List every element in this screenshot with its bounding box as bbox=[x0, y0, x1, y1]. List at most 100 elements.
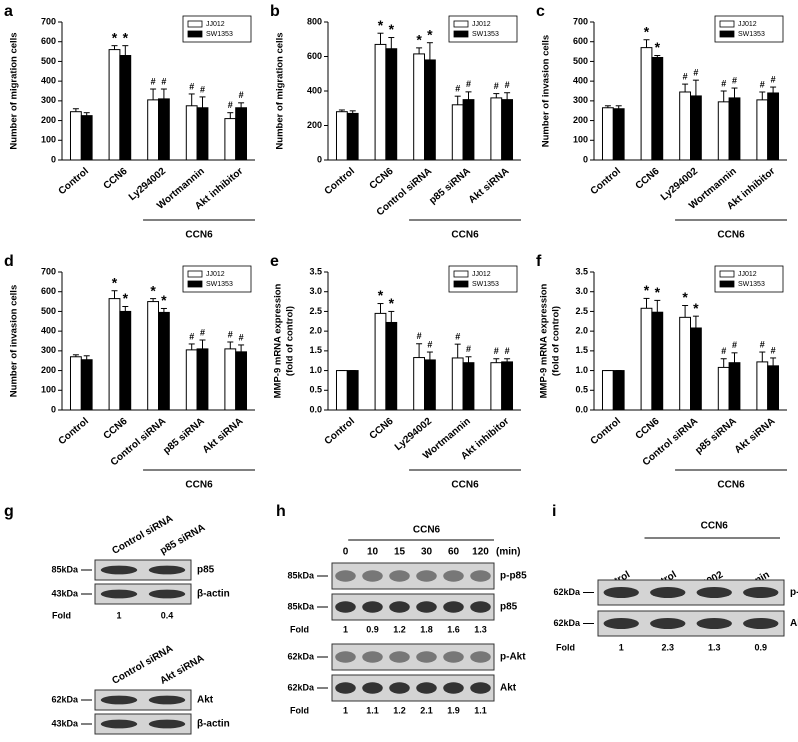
protein-label: Akt bbox=[790, 618, 798, 629]
legend-swatch bbox=[187, 280, 203, 288]
legend-swatch bbox=[453, 270, 469, 278]
significance-mark: # bbox=[228, 329, 233, 339]
blot-band bbox=[650, 587, 686, 598]
y-tick-label: 300 bbox=[41, 345, 56, 355]
y-tick-label: 0.5 bbox=[309, 385, 322, 395]
x-tick-label: CCN6 bbox=[102, 166, 130, 192]
bar bbox=[185, 105, 198, 161]
blot-band bbox=[416, 601, 437, 613]
bar bbox=[601, 107, 614, 161]
blot-band bbox=[389, 651, 410, 663]
protein-label: Akt bbox=[197, 695, 214, 706]
legend-label: JJ012 bbox=[472, 271, 491, 278]
blot-band bbox=[100, 589, 138, 599]
blot-band bbox=[148, 589, 186, 599]
legend-swatch bbox=[187, 20, 203, 28]
legend-box bbox=[448, 265, 518, 293]
blot-band bbox=[470, 601, 491, 613]
bar bbox=[601, 370, 614, 411]
blot-band bbox=[362, 601, 383, 613]
mw-label: 43kDa bbox=[51, 718, 79, 728]
fold-value: 1 bbox=[116, 610, 121, 620]
significance-mark: # bbox=[427, 339, 432, 349]
y-tick-label: 200 bbox=[41, 365, 56, 375]
protein-label: p-Akt bbox=[500, 652, 526, 663]
fold-value: 1.9 bbox=[447, 705, 460, 715]
significance-mark: * bbox=[655, 284, 661, 300]
legend-box bbox=[448, 15, 518, 43]
fold-value: 1 bbox=[343, 705, 348, 715]
significance-mark: * bbox=[427, 26, 433, 42]
x-tick-label: CCN6 bbox=[368, 416, 396, 442]
y-tick-label: 500 bbox=[41, 306, 56, 316]
y-tick-label: 3.5 bbox=[309, 266, 322, 276]
y-tick-label: 2.5 bbox=[575, 306, 588, 316]
legend-label: SW1353 bbox=[206, 281, 233, 288]
bar bbox=[235, 107, 248, 161]
y-tick-label: 0 bbox=[583, 154, 588, 164]
legend-swatch bbox=[187, 270, 203, 278]
treatment-label: CCN6 bbox=[413, 525, 441, 536]
x-tick-label: CCN6 bbox=[634, 416, 662, 442]
bar bbox=[767, 92, 780, 161]
bar bbox=[158, 311, 170, 411]
significance-mark: * bbox=[123, 290, 129, 306]
fold-label: Fold bbox=[556, 642, 575, 652]
y-tick-label: 400 bbox=[573, 76, 588, 86]
blot-band bbox=[362, 570, 383, 582]
x-tick-label: CCN6 bbox=[368, 166, 396, 192]
y-tick-label: 200 bbox=[573, 115, 588, 125]
legend-box bbox=[182, 265, 252, 293]
mw-label: 85kDa bbox=[287, 601, 315, 611]
fold-value: 0.9 bbox=[754, 642, 767, 652]
blot-band bbox=[416, 682, 437, 694]
y-tick-label: 100 bbox=[41, 385, 56, 395]
panel-label: g bbox=[4, 503, 14, 520]
significance-mark: # bbox=[505, 346, 510, 356]
bar bbox=[767, 365, 780, 411]
x-tick-label: Control bbox=[323, 166, 357, 197]
protein-label: p85 bbox=[500, 602, 518, 613]
blot-band bbox=[416, 570, 437, 582]
panel-label: d bbox=[4, 253, 14, 270]
blot-band bbox=[470, 570, 491, 582]
fold-label: Fold bbox=[52, 610, 71, 620]
blot-band bbox=[470, 651, 491, 663]
bar bbox=[185, 349, 198, 411]
bar bbox=[235, 351, 248, 411]
protein-label: p85 bbox=[197, 565, 215, 576]
legend-swatch bbox=[453, 280, 469, 288]
y-tick-label: 200 bbox=[307, 120, 322, 130]
y-axis-label: MMP-9 mRNA expression bbox=[273, 283, 284, 398]
x-tick-label: p85 siRNA bbox=[427, 166, 472, 207]
y-tick-label: 600 bbox=[41, 286, 56, 296]
bar bbox=[147, 99, 160, 161]
bar bbox=[335, 111, 348, 161]
significance-mark: * bbox=[123, 29, 129, 45]
bar bbox=[413, 357, 425, 411]
panel-label: f bbox=[536, 253, 542, 270]
y-axis-label: MMP-9 mRNA expression bbox=[539, 283, 550, 398]
y-tick-label: 400 bbox=[41, 76, 56, 86]
bar bbox=[69, 111, 82, 161]
bar bbox=[612, 108, 625, 161]
y-axis-label: (fold of control) bbox=[551, 306, 562, 376]
y-tick-label: 0.0 bbox=[309, 404, 322, 414]
legend-swatch bbox=[453, 30, 469, 38]
lane-label: 30 bbox=[421, 547, 433, 558]
fold-value: 1.1 bbox=[474, 705, 487, 715]
panel-label: c bbox=[536, 3, 545, 20]
y-tick-label: 2.5 bbox=[309, 306, 322, 316]
significance-mark: # bbox=[200, 327, 205, 337]
legend-label: SW1353 bbox=[472, 281, 499, 288]
fold-value: 1 bbox=[619, 642, 624, 652]
significance-mark: # bbox=[760, 79, 765, 89]
blot-strip bbox=[94, 689, 192, 711]
blot-band bbox=[148, 565, 186, 575]
group-label: CCN6 bbox=[185, 480, 213, 491]
blot-band bbox=[335, 682, 356, 694]
panel-label: h bbox=[276, 503, 286, 520]
blot-band bbox=[389, 682, 410, 694]
fold-value: 1.3 bbox=[474, 624, 487, 634]
y-tick-label: 2.0 bbox=[309, 326, 322, 336]
